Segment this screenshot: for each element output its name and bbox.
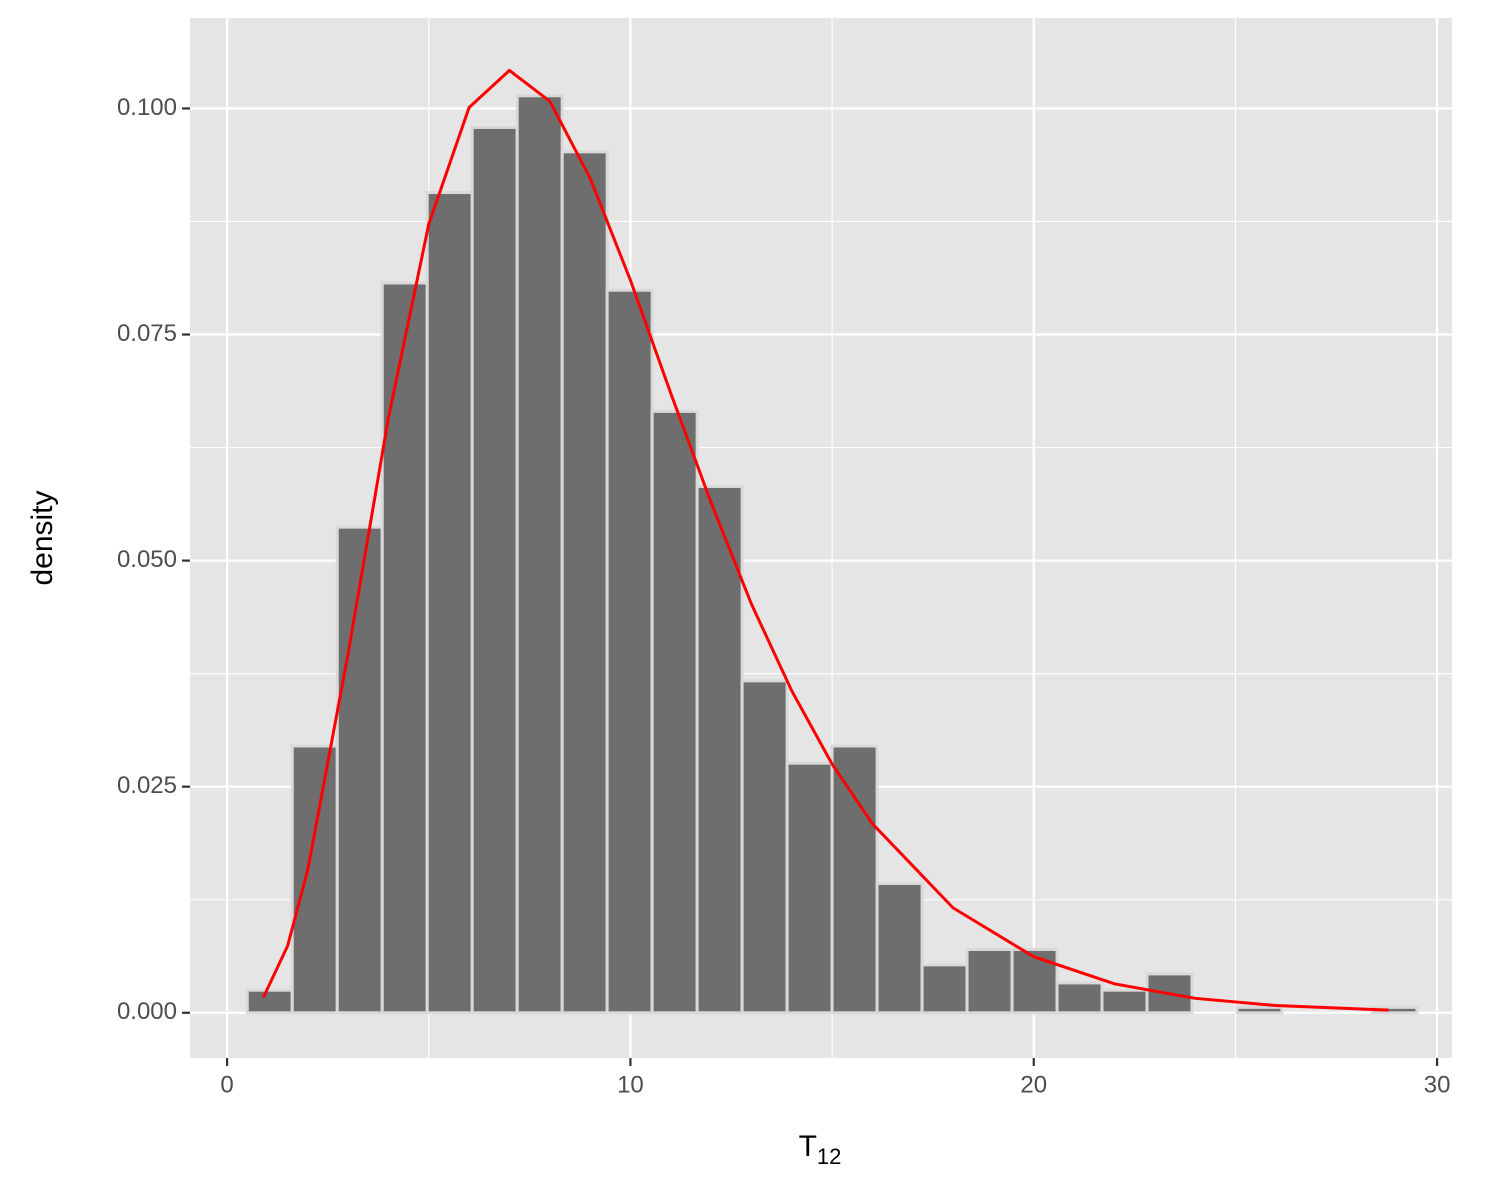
x-tick-label: 0 xyxy=(220,1071,233,1098)
bar xyxy=(875,881,924,1015)
bar xyxy=(740,679,789,1015)
bars xyxy=(245,94,1419,1015)
bar xyxy=(920,963,969,1015)
bar xyxy=(515,94,564,1015)
bar xyxy=(380,281,429,1015)
x-axis-title: T12 xyxy=(799,1130,842,1169)
bar xyxy=(650,409,699,1015)
x-axis-title-subscript: 12 xyxy=(817,1144,841,1169)
bar xyxy=(965,947,1014,1015)
bar xyxy=(290,744,339,1015)
x-tick-label: 30 xyxy=(1424,1071,1451,1098)
bar xyxy=(695,484,744,1015)
y-tick-label: 0.000 xyxy=(117,998,177,1025)
bar xyxy=(335,525,384,1015)
bar xyxy=(1010,947,1059,1015)
density-curve xyxy=(262,68,1389,1012)
x-tick-label: 10 xyxy=(617,1071,644,1098)
bar xyxy=(830,744,879,1015)
bar xyxy=(560,150,609,1015)
bar xyxy=(785,761,834,1015)
x-tick-label: 20 xyxy=(1020,1071,1047,1098)
y-axis-title: density xyxy=(26,490,59,585)
y-tick-label: 0.025 xyxy=(117,772,177,799)
bar xyxy=(425,191,474,1015)
curve-layer xyxy=(262,68,1389,1012)
bar xyxy=(470,125,519,1015)
bar xyxy=(1235,1005,1284,1015)
bar xyxy=(605,288,654,1015)
bar xyxy=(1100,988,1149,1015)
y-tick-label: 0.100 xyxy=(117,94,177,121)
axes: 0.000 0.025 0.050 0.075 0.100 0 10 20 30 xyxy=(117,94,1450,1099)
bar xyxy=(1055,981,1104,1015)
x-axis-title-base: T xyxy=(799,1130,817,1163)
y-tick-label: 0.075 xyxy=(117,320,177,347)
bar xyxy=(245,988,294,1015)
y-tick-label: 0.050 xyxy=(117,546,177,573)
